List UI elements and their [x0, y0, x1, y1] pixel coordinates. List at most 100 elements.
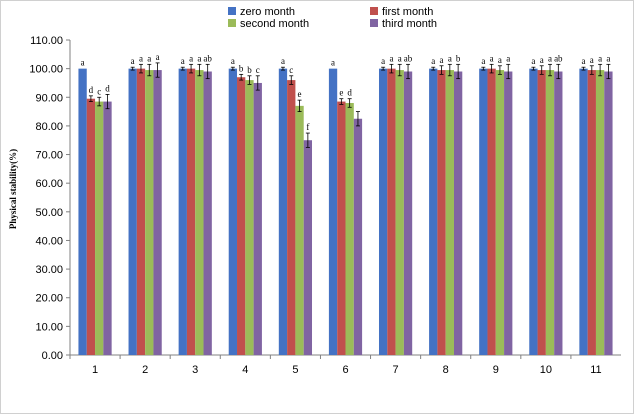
bar — [545, 70, 555, 356]
significance-label: a — [598, 53, 602, 63]
bar — [95, 101, 104, 356]
significance-label: a — [147, 53, 151, 63]
bar — [345, 103, 354, 355]
bar — [537, 70, 546, 356]
significance-label: f — [306, 122, 309, 132]
significance-label: a — [381, 56, 385, 66]
legend: zero month first month second month third m… — [228, 6, 437, 30]
bar — [604, 71, 613, 355]
y-tick-label: 50.00 — [35, 207, 63, 219]
significance-label: ab — [554, 53, 563, 63]
bar — [195, 70, 204, 356]
bar — [445, 70, 454, 356]
bar — [153, 70, 162, 356]
significance-label: a — [389, 53, 393, 63]
significance-label: d — [347, 88, 352, 98]
bar — [353, 118, 363, 355]
bar — [278, 68, 288, 356]
x-tick-label: 2 — [142, 364, 148, 376]
significance-label: ab — [203, 53, 212, 63]
bar — [228, 68, 238, 356]
significance-label: c — [97, 86, 101, 96]
significance-label: a — [506, 53, 510, 63]
x-tick-label: 7 — [393, 364, 399, 376]
significance-label: a — [440, 55, 444, 65]
significance-label: a — [181, 56, 185, 66]
plot-area: 0.00 10.00 20.00 30.00 40.00 50.00 60.00 70.00 8… — [29, 35, 621, 376]
bar — [395, 70, 404, 356]
y-axis-title-group: Physical stability(%) — [8, 149, 18, 229]
x-tick-label: 9 — [493, 364, 499, 376]
y-tick-label: 20.00 — [35, 293, 63, 305]
bar — [86, 98, 96, 356]
bar — [453, 71, 463, 355]
significance-label: d — [105, 83, 110, 93]
significance-label: b — [239, 63, 244, 73]
y-tick-label: 70.00 — [35, 150, 63, 162]
y-tick-label: 100.00 — [29, 64, 63, 76]
significance-label: a — [498, 55, 502, 65]
significance-label: c — [256, 65, 260, 75]
significance-label: a — [490, 53, 494, 63]
legend-label: third month — [382, 18, 437, 30]
y-tick-label: 0.00 — [42, 350, 63, 362]
significance-label: a — [582, 56, 586, 66]
significance-label: d — [89, 85, 94, 95]
significance-label: c — [289, 65, 293, 75]
bar — [136, 68, 146, 356]
y-tick-label: 40.00 — [35, 235, 63, 247]
significance-label: a — [606, 53, 610, 63]
significance-label: a — [331, 58, 335, 68]
significance-label: a — [81, 58, 85, 68]
y-tick-label: 110.00 — [30, 35, 63, 47]
x-tick-label: 5 — [292, 364, 298, 376]
bar — [303, 140, 313, 355]
y-tick-label: 90.00 — [35, 92, 63, 104]
significance-label: a — [197, 53, 201, 63]
bar — [429, 68, 438, 356]
bar — [186, 68, 196, 356]
legend-swatch — [228, 7, 236, 15]
bar — [495, 70, 505, 356]
significance-label: a — [531, 56, 535, 66]
significance-label: a — [431, 56, 435, 66]
bar — [103, 101, 112, 356]
bar — [387, 68, 396, 356]
significance-label: a — [189, 53, 193, 63]
significance-label: a — [156, 52, 160, 62]
y-tick-label: 10.00 — [35, 321, 63, 333]
legend-label: first month — [382, 6, 433, 18]
significance-label: a — [448, 53, 452, 63]
bar — [295, 105, 304, 355]
legend-swatch — [228, 19, 236, 27]
significance-label: a — [231, 56, 235, 66]
bar — [579, 68, 588, 356]
bar — [403, 71, 413, 355]
x-tick-label: 8 — [443, 364, 449, 376]
significance-label: a — [590, 55, 594, 65]
bar — [504, 71, 513, 355]
x-tick-label: 1 — [92, 364, 98, 376]
bar — [328, 68, 338, 356]
bar — [145, 70, 154, 356]
significance-label: a — [131, 56, 135, 66]
significance-label: a — [398, 53, 402, 63]
x-tick-label: 10 — [540, 364, 552, 376]
bar — [587, 70, 596, 356]
legend-label: zero month — [240, 6, 295, 18]
legend-label: second month — [240, 18, 309, 30]
bar — [128, 68, 137, 356]
legend-swatch — [370, 7, 378, 15]
significance-label: b — [247, 65, 252, 75]
y-axis-title: Physical stability(%) — [8, 149, 18, 229]
significance-label: a — [481, 56, 485, 66]
bar — [253, 82, 262, 356]
bar — [529, 68, 538, 356]
bar — [437, 70, 446, 356]
significance-label: a — [281, 56, 285, 66]
x-tick-label: 6 — [342, 364, 348, 376]
bar — [479, 68, 488, 356]
significance-label: e — [298, 89, 302, 99]
significance-label: a — [139, 53, 143, 63]
